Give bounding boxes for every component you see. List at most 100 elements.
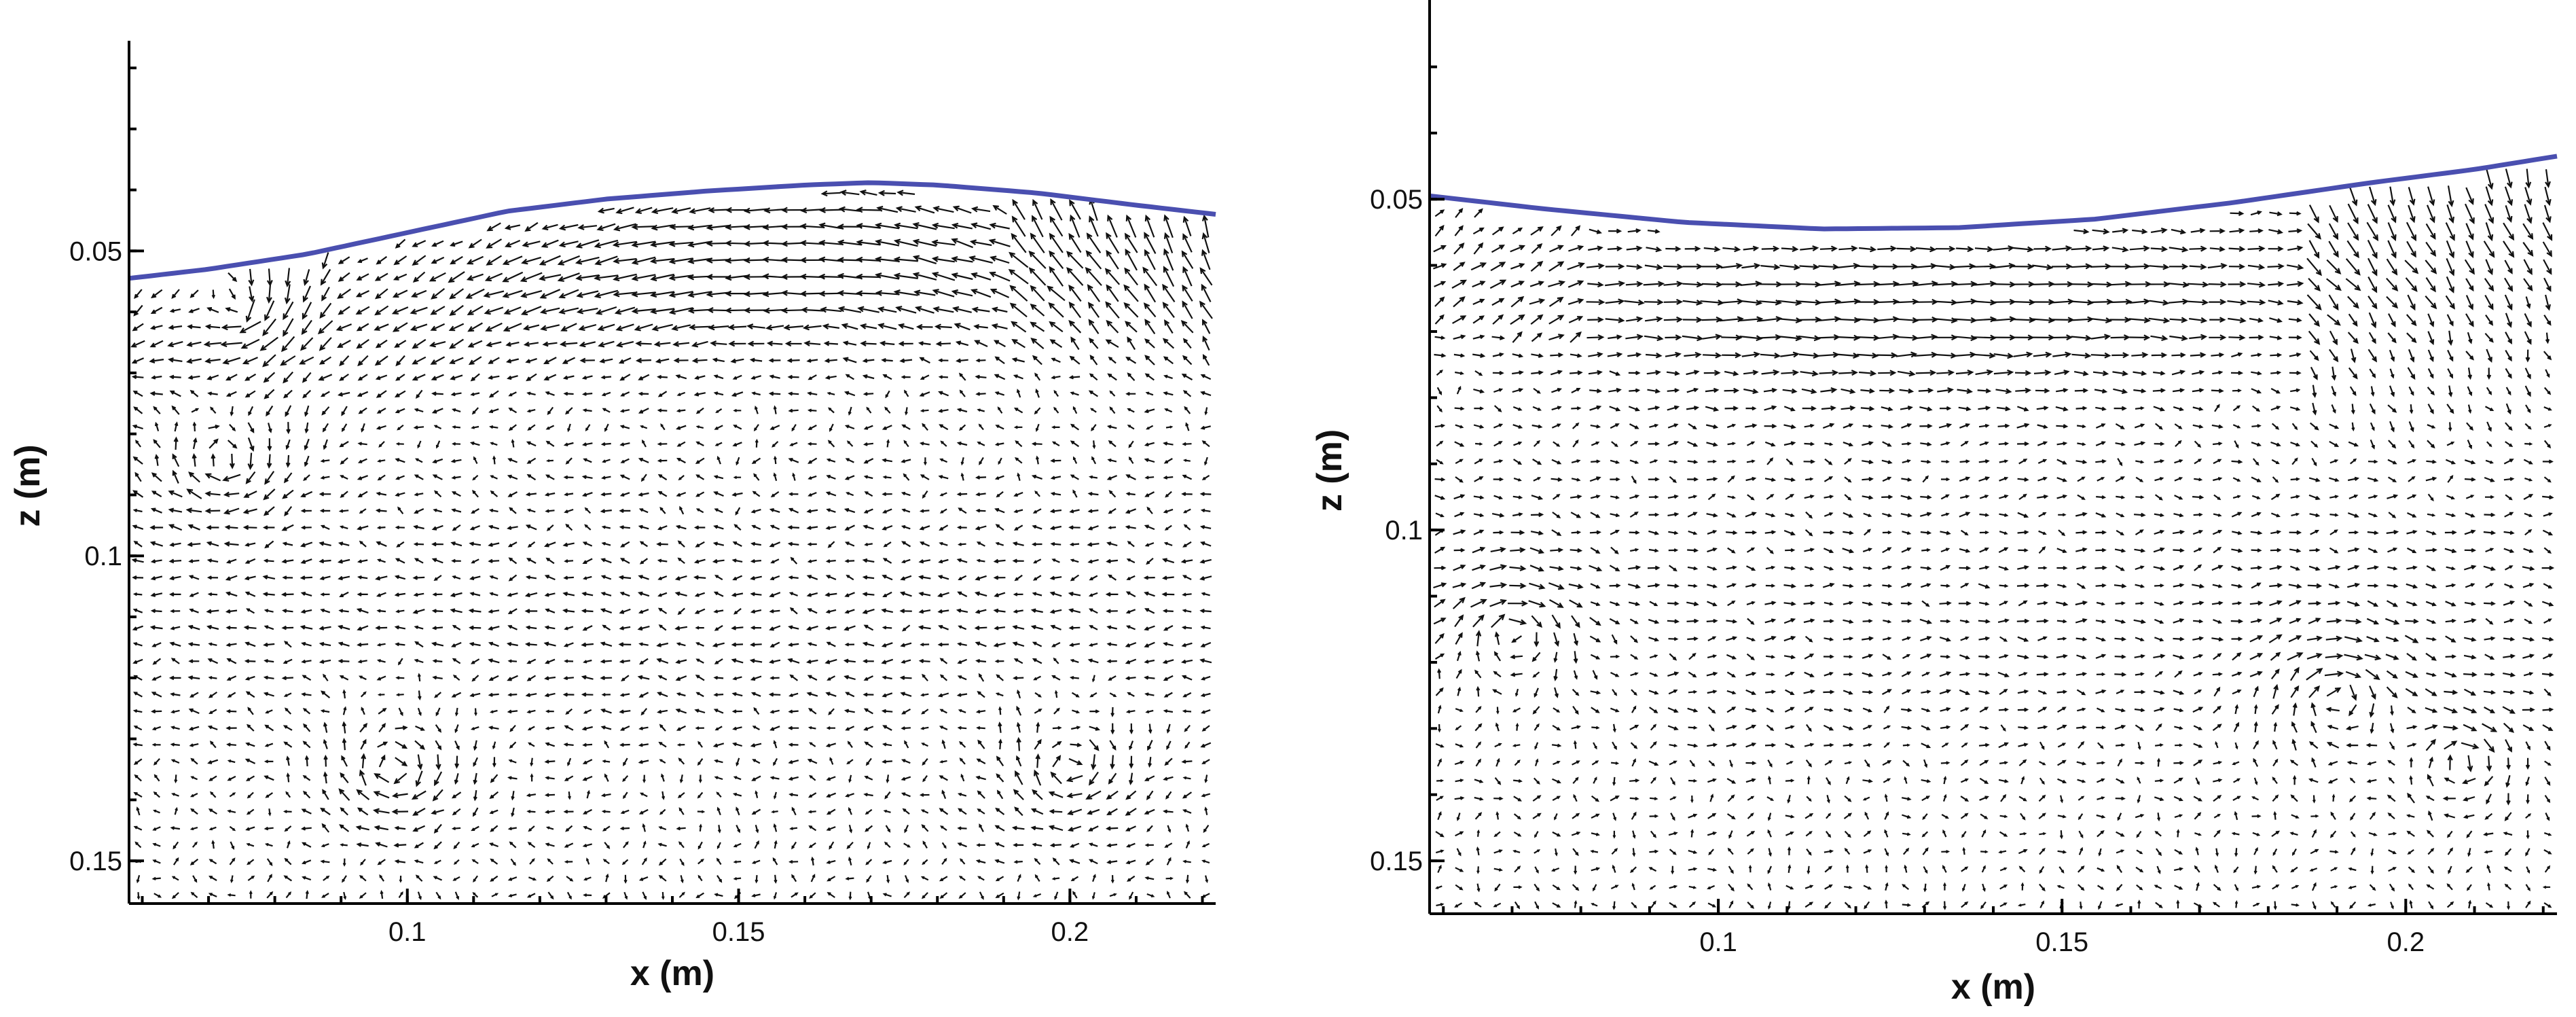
velocity-vector: [826, 826, 836, 831]
velocity-vector: [1667, 619, 1680, 624]
velocity-vector: [321, 406, 330, 416]
velocity-vector: [1863, 885, 1872, 890]
velocity-vector: [1804, 813, 1814, 819]
velocity-vector: [2365, 668, 2380, 681]
velocity-vector: [1030, 608, 1043, 613]
velocity-vector: [1708, 724, 1715, 732]
velocity-vector: [2290, 565, 2301, 571]
velocity-vector: [1028, 267, 1047, 286]
velocity-vector: [2095, 637, 2107, 642]
velocity-vector: [1009, 285, 1028, 302]
velocity-vector: [2367, 600, 2379, 607]
velocity-vector: [1436, 370, 1443, 376]
velocity-vector: [2270, 512, 2281, 518]
velocity-vector: [1146, 825, 1153, 833]
velocity-vector: [2039, 883, 2046, 892]
velocity-vector: [2269, 600, 2283, 607]
velocity-vector: [470, 392, 480, 396]
velocity-vector: [657, 692, 668, 698]
velocity-vector: [1844, 847, 1851, 855]
velocity-vector: [747, 340, 765, 347]
velocity-vector: [918, 591, 931, 596]
velocity-vector: [543, 541, 556, 548]
velocity-vector: [450, 392, 462, 397]
velocity-vector: [919, 357, 930, 364]
velocity-vector: [1437, 864, 1442, 873]
velocity-vector: [2427, 186, 2435, 207]
velocity-vector: [2351, 831, 2356, 838]
velocity-vector: [2306, 294, 2322, 310]
velocity-vector: [1876, 352, 1898, 359]
velocity-vector: [190, 776, 198, 781]
velocity-vector: [863, 442, 874, 446]
velocity-vector: [2189, 317, 2208, 323]
velocity-vector: [658, 624, 667, 631]
velocity-vector: [1612, 830, 1616, 839]
velocity-vector: [319, 558, 331, 564]
velocity-vector: [2114, 619, 2126, 624]
velocity-vector: [1804, 671, 1815, 677]
velocity-vector: [557, 272, 580, 282]
velocity-vector: [586, 789, 590, 799]
velocity-vector: [1550, 477, 1563, 482]
velocity-vector: [1726, 423, 1737, 429]
velocity-vector: [1493, 405, 1502, 412]
velocity-vector: [1902, 814, 1912, 819]
velocity-vector: [2054, 370, 2070, 376]
velocity-vector: [1764, 690, 1777, 694]
velocity-vector: [2288, 335, 2302, 340]
velocity-vector: [1705, 424, 1719, 429]
velocity-vector: [904, 875, 909, 884]
velocity-vector: [1862, 424, 1873, 429]
velocity-vector: [151, 490, 162, 498]
velocity-vector: [1902, 654, 1911, 659]
velocity-vector: [784, 340, 802, 347]
velocity-vector: [466, 273, 484, 281]
velocity-vector: [2310, 366, 2318, 380]
velocity-vector: [753, 473, 760, 481]
velocity-vector: [488, 357, 500, 364]
velocity-vector: [262, 318, 276, 336]
velocity-vector: [2018, 904, 2026, 907]
velocity-vector: [939, 508, 947, 514]
velocity-vector: [564, 860, 573, 863]
velocity-vector: [1181, 625, 1193, 630]
velocity-vector: [2036, 406, 2049, 411]
velocity-vector: [921, 743, 928, 747]
velocity-vector: [846, 841, 854, 849]
velocity-vector: [1452, 315, 1467, 324]
velocity-vector: [562, 591, 575, 596]
velocity-vector: [225, 558, 237, 564]
velocity-vector: [1879, 388, 1895, 394]
velocity-vector: [714, 726, 723, 731]
velocity-vector: [525, 358, 537, 363]
velocity-vector: [2094, 565, 2107, 571]
velocity-vector: [1882, 512, 1893, 518]
velocity-vector: [565, 708, 573, 715]
velocity-vector: [2289, 548, 2302, 553]
velocity-vector: [134, 841, 142, 849]
velocity-vector: [912, 272, 937, 281]
velocity-vector: [1512, 424, 1523, 429]
velocity-vector: [2192, 370, 2205, 375]
velocity-vector: [2408, 476, 2416, 482]
velocity-vector: [414, 493, 424, 497]
velocity-vector: [1805, 759, 1812, 768]
velocity-vector: [373, 791, 390, 799]
velocity-vector: [2233, 866, 2239, 874]
velocity-vector: [2408, 440, 2415, 449]
velocity-vector: [1105, 339, 1119, 349]
velocity-vector: [2192, 406, 2204, 411]
velocity-vector: [1805, 477, 1814, 481]
velocity-vector: [1571, 459, 1581, 463]
velocity-vector: [618, 642, 632, 647]
velocity-vector: [712, 541, 725, 546]
velocity-vector: [507, 692, 518, 697]
velocity-vector: [245, 742, 255, 747]
velocity-vector: [1610, 654, 1620, 659]
velocity-vector: [2367, 531, 2379, 535]
velocity-vector: [1902, 459, 1911, 463]
velocity-vector: [697, 758, 704, 766]
velocity-vector: [582, 408, 592, 412]
velocity-vector: [1530, 261, 1544, 272]
